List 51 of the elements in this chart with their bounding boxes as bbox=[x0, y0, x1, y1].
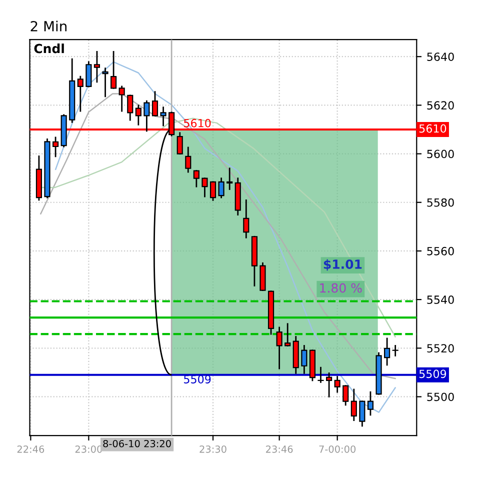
text: 5509 bbox=[419, 370, 446, 378]
candlestick bbox=[118, 86, 125, 112]
candlestick bbox=[94, 51, 100, 83]
candlestick bbox=[210, 181, 216, 201]
y-tick-label: 5560 bbox=[427, 246, 454, 256]
y-tick-label: 5500 bbox=[427, 392, 454, 402]
candlestick bbox=[334, 376, 340, 393]
candlestick bbox=[202, 178, 208, 198]
candlestick bbox=[52, 136, 59, 158]
annotation: Cndl bbox=[34, 44, 64, 54]
candlestick bbox=[86, 61, 92, 88]
annotation: 1.80 % bbox=[320, 283, 362, 293]
x-tick-label: 22:46 bbox=[17, 445, 44, 453]
candlestick bbox=[135, 104, 142, 126]
y-tick-label: 5640 bbox=[427, 52, 454, 61]
candlestick bbox=[392, 345, 398, 356]
candlestick bbox=[160, 106, 166, 126]
candlestick bbox=[185, 146, 192, 173]
ref-line-label: 5610 bbox=[184, 118, 211, 128]
candlestick bbox=[326, 372, 332, 398]
candlestick bbox=[144, 100, 150, 132]
y-tick-label: 5580 bbox=[427, 198, 454, 207]
ref-line-label: 8-06-10 23:20 bbox=[103, 440, 171, 448]
y-tick-label: 5620 bbox=[427, 101, 454, 110]
y-tick-label: 5520 bbox=[427, 344, 454, 353]
candlestick bbox=[152, 91, 158, 116]
candlestick bbox=[284, 323, 291, 346]
candlestick bbox=[276, 326, 282, 370]
candlestick bbox=[127, 94, 134, 121]
candlestick bbox=[350, 388, 357, 421]
candlestick bbox=[110, 51, 117, 89]
chart-title: 2 Min bbox=[30, 20, 66, 32]
y-tick-label: 5600 bbox=[427, 150, 454, 158]
candlestick bbox=[301, 345, 308, 374]
x-tick-label: 7-00:00 bbox=[319, 445, 356, 453]
candlestick bbox=[218, 178, 224, 198]
candlestick bbox=[226, 168, 233, 190]
candlestick bbox=[384, 338, 390, 366]
candlestick bbox=[367, 391, 374, 416]
annotation: $1.01 bbox=[324, 259, 362, 271]
text: 5610 bbox=[419, 124, 446, 133]
x-tick-label: 23:30 bbox=[200, 445, 226, 453]
candlestick bbox=[77, 76, 84, 112]
y-tick-label: 5540 bbox=[427, 296, 454, 304]
candlestick bbox=[359, 400, 366, 427]
candlestick bbox=[318, 366, 324, 383]
candlestick bbox=[193, 170, 200, 188]
candlestick bbox=[243, 199, 250, 238]
candlestick bbox=[342, 385, 349, 406]
candlestick bbox=[102, 68, 108, 98]
x-tick-label: 23:46 bbox=[266, 445, 293, 453]
